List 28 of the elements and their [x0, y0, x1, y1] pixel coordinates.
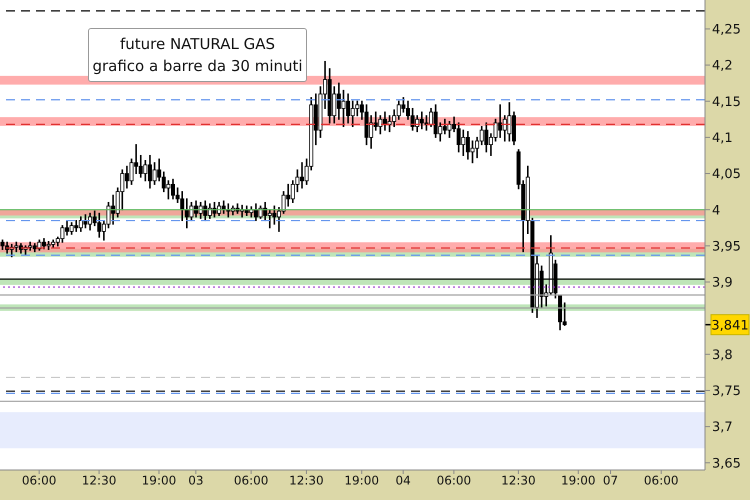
y-tick-label: 3,65: [712, 456, 741, 472]
y-tick-label: 4,05: [712, 167, 741, 182]
x-tick-label: 03: [188, 474, 204, 488]
text: future NATURAL GAS: [118, 34, 276, 55]
y-tick-label: 4: [712, 203, 720, 218]
x-tick-label: 12:30: [289, 474, 324, 488]
y-tick-label: 3,95: [712, 239, 741, 254]
text: grafico a barre da 30 minuti: [91, 56, 304, 77]
y-tick-label: 4,2: [712, 58, 733, 74]
x-tick-label: 04: [396, 474, 411, 488]
x-tick-label: 07: [602, 474, 618, 488]
x-tick-label: 12:30: [501, 474, 536, 488]
y-tick-label: 4,1: [712, 131, 733, 146]
x-tick-label: 19:00: [344, 474, 380, 488]
x-tick-label: 06:00: [436, 474, 472, 488]
y-tick-label: 3,9: [712, 276, 733, 291]
x-tick-label: 06:00: [234, 474, 268, 488]
x-tick-label: 06:00: [644, 474, 679, 488]
y-tick-label: 3,7: [712, 420, 733, 436]
text: 3,841: [711, 318, 749, 334]
x-tick-label: 12:30: [82, 474, 116, 488]
x-tick-label: 06:00: [22, 474, 56, 488]
y-tick-label: 4,15: [712, 94, 741, 110]
x-tick-label: 19:00: [142, 474, 176, 488]
y-tick-label: 4,25: [712, 22, 741, 38]
y-tick-label: 3,75: [712, 384, 741, 400]
y-tick-label: 3,8: [712, 348, 733, 363]
x-tick-label: 19:00: [560, 474, 596, 488]
